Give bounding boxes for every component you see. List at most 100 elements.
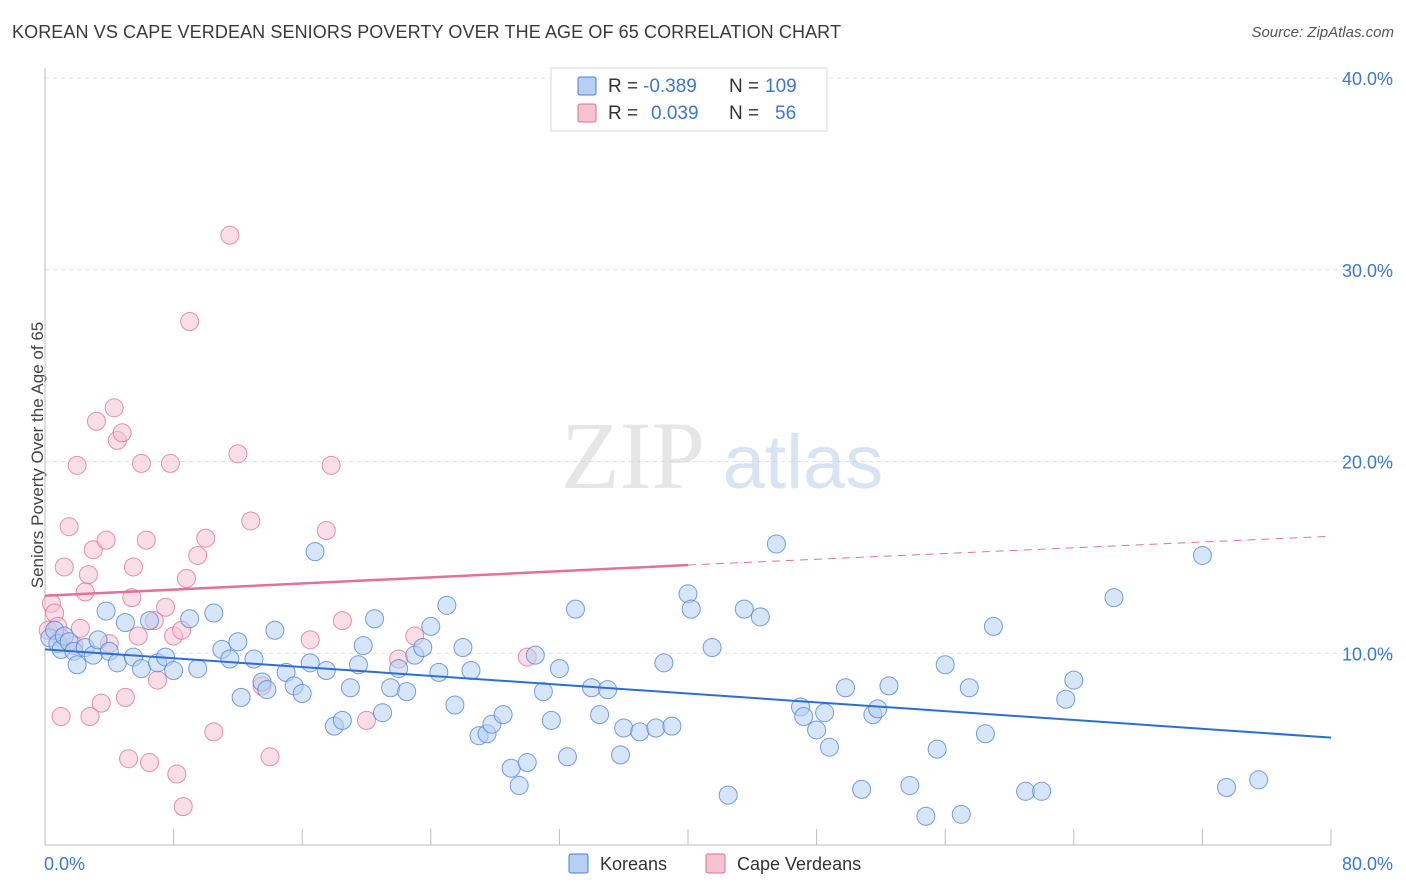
korean-point: [220, 649, 240, 669]
cape-verdean-point: [86, 411, 106, 431]
korean-point: [88, 630, 108, 650]
cape-verdean-point: [332, 611, 352, 631]
korean-point: [365, 609, 385, 629]
cape-verdean-point: [156, 597, 176, 617]
korean-point: [983, 616, 1003, 636]
korean-point: [445, 695, 465, 715]
korean-point: [750, 607, 770, 627]
korean-point: [300, 653, 320, 673]
cape-verdean-point: [204, 722, 224, 742]
korean-point: [630, 722, 650, 742]
korean-point: [975, 724, 995, 744]
axis-layer: 10.0% 20.0% 30.0% 40.0% 0.0% 80.0%: [44, 68, 1393, 874]
korean-point: [1104, 588, 1124, 608]
korean-point: [429, 662, 449, 682]
korean-point: [421, 616, 441, 636]
korean-point: [340, 678, 360, 698]
koreans-points: [40, 534, 1269, 826]
korean-point: [959, 678, 979, 698]
legend-r-value-cape-verdeans: 0.039: [651, 103, 699, 124]
bottom-legend-label-koreans: Koreans: [600, 854, 667, 874]
cape-verdean-point: [128, 626, 148, 646]
korean-point: [654, 653, 674, 673]
cape-verdean-point: [119, 749, 139, 769]
korean-point: [1064, 670, 1084, 690]
korean-point: [348, 655, 368, 675]
korean-point: [453, 637, 473, 657]
korean-point: [115, 613, 135, 633]
korean-point: [397, 682, 417, 702]
chart-title: KOREAN VS CAPE VERDEAN SENIORS POVERTY O…: [12, 22, 842, 42]
korean-point: [96, 601, 116, 621]
cape-verdean-point: [78, 565, 98, 585]
korean-point: [879, 676, 899, 696]
cape-verdean-point: [96, 530, 116, 550]
cape-verdean-point: [196, 528, 216, 548]
korean-point: [413, 637, 433, 657]
korean-point: [1016, 781, 1036, 801]
legend-r-label-cape-verdeans: R =: [608, 103, 638, 124]
cape-verdean-point: [300, 630, 320, 650]
y-tick-label: 30.0%: [1342, 261, 1393, 281]
legend-swatch-koreans: [577, 76, 597, 96]
korean-point: [681, 599, 701, 619]
watermark-atlas: atlas: [723, 420, 884, 505]
korean-point: [614, 718, 634, 738]
korean-point: [67, 655, 87, 675]
korean-point: [353, 636, 373, 656]
korean-point: [373, 703, 393, 723]
korean-point: [1192, 545, 1212, 565]
cape-verdean-point: [167, 764, 187, 784]
korean-point: [461, 661, 481, 681]
x-tick-label-min: 0.0%: [44, 854, 85, 874]
korean-point: [549, 659, 569, 679]
cape-verdean-point: [316, 521, 336, 541]
korean-point: [533, 682, 553, 702]
korean-point: [164, 661, 184, 681]
korean-point: [517, 753, 537, 773]
cape-verdean-point: [220, 225, 240, 245]
korean-point: [557, 747, 577, 767]
korean-point: [180, 609, 200, 629]
watermark-zip: ZIP: [561, 402, 705, 509]
korean-point: [794, 707, 814, 727]
cape-verdean-point: [160, 453, 180, 473]
korean-point: [916, 806, 936, 826]
legend-n-value-cape-verdeans: 56: [775, 103, 796, 124]
cape-verdean-point: [321, 455, 341, 475]
korean-point: [935, 655, 955, 675]
korean-point: [231, 687, 251, 707]
cape-verdean-point: [122, 588, 142, 608]
legend-n-label-koreans: N =: [729, 76, 759, 97]
source-credit: Source: ZipAtlas.com: [1251, 24, 1394, 41]
cape-verdean-point: [173, 797, 193, 817]
cape-verdean-point: [131, 453, 151, 473]
y-tick-label: 40.0%: [1342, 69, 1393, 89]
korean-point: [1217, 777, 1237, 797]
cape-verdean-point: [83, 540, 103, 560]
cape-verdean-point: [112, 423, 132, 443]
cape-verdean-point: [51, 707, 71, 727]
cape-verdean-point: [136, 530, 156, 550]
korean-point: [819, 737, 839, 757]
cape-verdean-point: [67, 455, 87, 475]
bottom-legend-label-cape-verdeans: Cape Verdeans: [737, 854, 861, 874]
korean-point: [927, 739, 947, 759]
cape-verdean-point: [228, 444, 248, 464]
korean-point: [541, 710, 561, 730]
korean-point: [437, 595, 457, 615]
cape-verdean-point: [188, 545, 208, 565]
cape-verdean-point: [115, 687, 135, 707]
korean-point: [766, 534, 786, 554]
korean-point: [501, 758, 521, 778]
y-tick-label: 10.0%: [1342, 644, 1393, 664]
x-tick-label-max: 80.0%: [1342, 854, 1393, 874]
korean-point: [305, 542, 325, 562]
korean-point: [734, 599, 754, 619]
korean-point: [381, 678, 401, 698]
korean-point: [900, 776, 920, 796]
korean-point: [852, 779, 872, 799]
cape-verdean-point: [176, 568, 196, 588]
korean-point: [951, 804, 971, 824]
